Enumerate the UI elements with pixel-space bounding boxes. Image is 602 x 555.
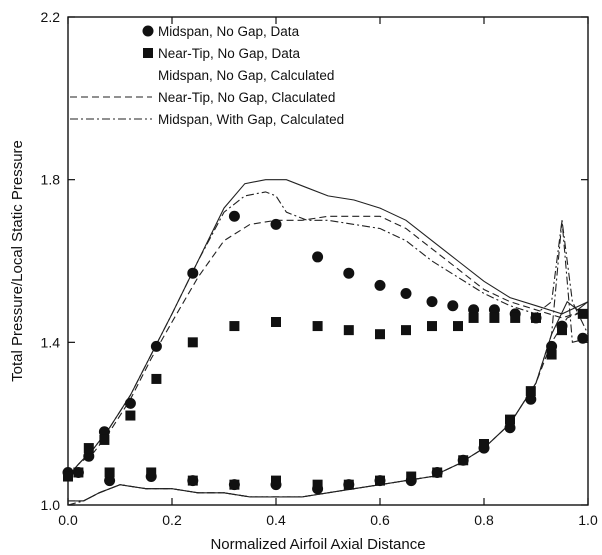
data-point-square (427, 321, 437, 331)
x-tick-label: 0.2 (162, 512, 182, 528)
series-line-2-branch-1 (68, 302, 588, 501)
data-point-square (344, 480, 354, 490)
x-tick-label: 1.0 (578, 512, 598, 528)
calculated-lines (68, 180, 588, 505)
data-point-square (313, 480, 323, 490)
series-line-3-branch-0 (68, 216, 588, 476)
data-point-square (578, 309, 588, 319)
data-point-square (453, 321, 463, 331)
data-point-square (146, 467, 156, 477)
data-markers (63, 211, 589, 494)
data-point-circle (312, 251, 323, 262)
data-point-square (375, 329, 385, 339)
series-line-3-branch-1 (68, 310, 588, 501)
data-point-circle (229, 211, 240, 222)
data-point-circle (577, 333, 588, 344)
data-point-circle (271, 219, 282, 230)
data-point-square (63, 472, 73, 482)
data-point-square (547, 350, 557, 360)
data-point-square (432, 467, 442, 477)
legend-label: Midspan, No Gap, Data (158, 24, 300, 39)
data-point-square (401, 325, 411, 335)
x-tick-label: 0.8 (474, 512, 494, 528)
y-tick-label: 1.8 (41, 172, 61, 188)
legend-label: Midspan, With Gap, Calculated (158, 112, 344, 127)
x-tick-labels: 0.0 0.2 0.4 0.6 0.8 1.0 (58, 512, 598, 528)
data-point-square (105, 467, 115, 477)
data-point-square (125, 411, 135, 421)
x-tick-label: 0.6 (370, 512, 390, 528)
legend-label: Midspan, No Gap, Calculated (158, 68, 334, 83)
data-point-square (406, 472, 416, 482)
data-point-square (271, 476, 281, 486)
data-point-circle (343, 268, 354, 279)
data-point-square (344, 325, 354, 335)
data-point-square (375, 476, 385, 486)
data-point-square (531, 313, 541, 323)
data-point-square (458, 455, 468, 465)
y-tick-label: 2.2 (41, 9, 61, 25)
data-point-square (505, 415, 515, 425)
data-point-square (73, 467, 83, 477)
y-tick-label: 1.0 (41, 497, 61, 513)
series-line-4-branch-0 (68, 192, 588, 477)
data-point-circle (401, 288, 412, 299)
data-point-square (469, 313, 479, 323)
data-point-circle (125, 398, 136, 409)
legend: Midspan, No Gap, Data Near-Tip, No Gap, D… (70, 24, 344, 127)
x-tick-label: 0.0 (58, 512, 78, 528)
legend-label: Near-Tip, No Gap, Data (158, 46, 301, 61)
data-point-square (313, 321, 323, 331)
data-point-circle (375, 280, 386, 291)
data-point-square (489, 313, 499, 323)
legend-marker-square (143, 48, 153, 58)
data-point-square (271, 317, 281, 327)
x-axis-title: Normalized Airfoil Axial Distance (210, 536, 425, 553)
legend-marker-circle (143, 26, 154, 37)
data-point-square (557, 325, 567, 335)
data-point-square (84, 443, 94, 453)
data-point-square (229, 321, 239, 331)
data-point-circle (187, 268, 198, 279)
data-point-circle (427, 296, 438, 307)
legend-label: Near-Tip, No Gap, Claculated (158, 90, 335, 105)
data-point-square (229, 480, 239, 490)
data-point-square (526, 386, 536, 396)
data-point-square (510, 313, 520, 323)
data-point-square (188, 337, 198, 347)
data-point-square (151, 374, 161, 384)
y-axis-title: Total Pressure/Local Static Pressure (9, 140, 26, 382)
data-point-square (188, 476, 198, 486)
x-tick-label: 0.4 (266, 512, 286, 528)
data-point-square (99, 435, 109, 445)
y-tick-label: 1.4 (41, 334, 61, 350)
series-line-4-branch-1 (68, 220, 588, 505)
y-tick-labels: 1.0 1.4 1.8 2.2 (41, 9, 61, 513)
data-point-square (479, 439, 489, 449)
data-point-circle (447, 300, 458, 311)
data-point-circle (151, 341, 162, 352)
